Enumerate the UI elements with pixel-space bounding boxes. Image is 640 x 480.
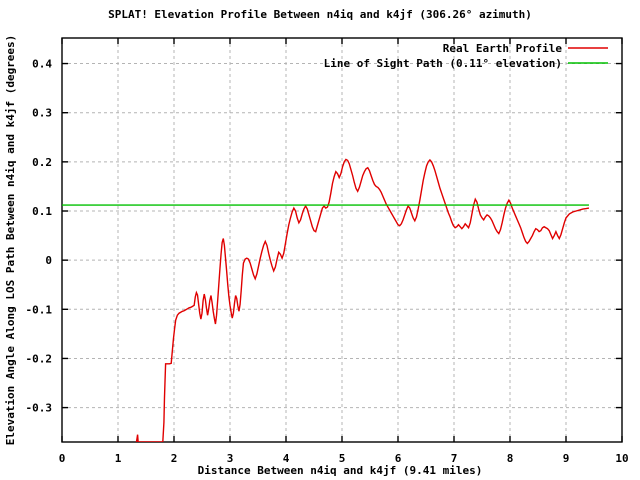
x-tick-label: 2 xyxy=(171,452,178,465)
series-line xyxy=(135,158,590,442)
x-axis-title: Distance Between n4iq and k4jf (9.41 mil… xyxy=(198,464,483,477)
legend-label: Real Earth Profile xyxy=(443,42,563,55)
y-tick-label: 0.2 xyxy=(32,156,52,169)
y-tick-label: 0 xyxy=(45,254,52,267)
x-tick-label: 4 xyxy=(283,452,290,465)
axis-ticks xyxy=(61,38,623,442)
x-tick-label: 0 xyxy=(59,452,66,465)
data-series xyxy=(62,158,590,442)
grid-lines xyxy=(62,38,622,442)
x-tick-label: 5 xyxy=(339,452,346,465)
x-tick-label: 10 xyxy=(615,452,628,465)
y-tick-label: 0.3 xyxy=(32,107,52,120)
y-tick-label: 0.4 xyxy=(32,58,52,71)
y-tick-label: 0.1 xyxy=(32,205,52,218)
legend-label: Line of Sight Path (0.11° elevation) xyxy=(324,57,562,70)
plot-frame xyxy=(61,37,623,443)
x-tick-label: 3 xyxy=(227,452,234,465)
x-tick-label: 6 xyxy=(395,452,402,465)
y-axis-title: Elevation Angle Along LOS Path Between n… xyxy=(4,35,17,446)
x-tick-label: 1 xyxy=(115,452,122,465)
axis-tick-labels: 0 1 2 3 4 5 6 7 8 9 10 -0.3 -0.2 -0.1 0 0.1 0.2 0.3 0.4 xyxy=(26,58,629,465)
y-tick-label: -0.3 xyxy=(26,402,53,415)
chart-title: SPLAT! Elevation Profile Between n4iq an… xyxy=(108,8,532,21)
y-tick-label: -0.1 xyxy=(26,303,53,316)
x-tick-label: 8 xyxy=(507,452,514,465)
y-tick-label: -0.2 xyxy=(26,352,53,365)
x-tick-label: 7 xyxy=(451,452,458,465)
chart-legend: Real Earth Profile Line of Sight Path (0.… xyxy=(324,42,608,70)
x-tick-label: 9 xyxy=(563,452,570,465)
